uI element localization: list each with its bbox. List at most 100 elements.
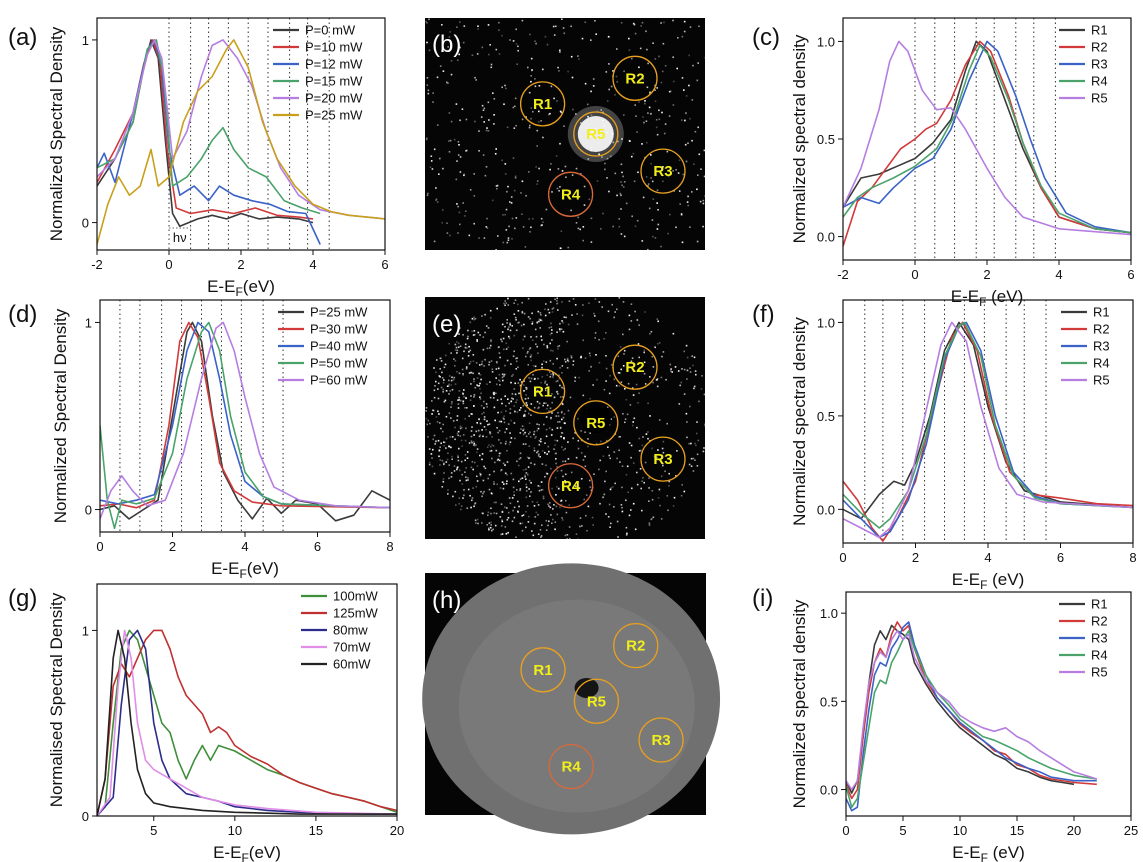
speckle-dot	[667, 232, 669, 235]
speckle-dot	[490, 63, 493, 66]
speckle-dot	[568, 300, 571, 302]
speckle-dot	[471, 413, 473, 415]
speckle-dot	[464, 459, 466, 462]
speckle-dot	[688, 54, 690, 57]
speckle-dot	[571, 174, 574, 176]
speckle-dot	[528, 412, 530, 415]
speckle-dot	[681, 241, 684, 244]
speckle-dot	[533, 430, 536, 433]
speckle-dot	[551, 401, 553, 404]
speckle-dot	[484, 174, 487, 177]
speckle-dot	[439, 357, 441, 360]
speckle-dot	[617, 536, 619, 538]
speckle-dot	[529, 317, 531, 320]
speckle-dot	[686, 201, 689, 203]
speckle-dot	[431, 413, 433, 415]
speckle-dot	[564, 447, 566, 450]
speckle-dot	[606, 100, 609, 102]
speckle-dot	[528, 488, 530, 490]
speckle-dot	[425, 20, 427, 23]
speckle-dot	[628, 37, 630, 40]
speckle-dot	[496, 307, 498, 310]
speckle-dot	[560, 111, 563, 114]
legend-entry: R3	[1093, 339, 1110, 354]
speckle-dot	[494, 419, 496, 422]
speckle-dot	[480, 116, 483, 118]
speckle-dot	[540, 120, 542, 122]
speckle-dot	[652, 42, 654, 44]
speckle-dot	[507, 531, 509, 534]
speckle-dot	[450, 73, 453, 76]
speckle-dot	[550, 373, 552, 376]
speckle-dot	[486, 227, 489, 229]
speckle-dot	[548, 371, 551, 373]
speckle-dot	[510, 419, 512, 422]
speckle-dot	[512, 355, 515, 357]
speckle-dot	[613, 378, 616, 381]
speckle-dot	[491, 368, 494, 371]
speckle-dot	[503, 373, 506, 376]
speckle-dot	[526, 352, 529, 354]
speckle-dot	[496, 483, 498, 486]
speckle-dot	[579, 525, 581, 528]
speckle-dot	[500, 442, 502, 444]
speckle-dot	[448, 393, 450, 395]
speckle-dot	[479, 398, 482, 400]
x-axis-label-main: E-E	[213, 843, 241, 862]
speckle-dot	[658, 419, 661, 421]
speckle-dot	[513, 422, 516, 424]
speckle-dot	[461, 357, 464, 360]
speckle-dot	[618, 435, 620, 438]
speckle-dot	[484, 418, 486, 421]
speckle-dot	[615, 75, 618, 78]
speckle-dot	[559, 384, 561, 387]
speckle-dot	[540, 217, 543, 220]
speckle-dot	[587, 438, 589, 440]
x-tick-label: 0	[839, 550, 846, 565]
speckle-dot	[488, 119, 490, 121]
speckle-dot	[540, 481, 543, 483]
speckle-dot	[501, 331, 504, 333]
speckle-dot	[427, 92, 430, 95]
speckle-dot	[462, 497, 464, 499]
y-tick-label: 0	[82, 216, 89, 231]
speckle-dot	[597, 320, 600, 323]
speckle-dot	[564, 361, 567, 363]
speckle-dot	[669, 213, 671, 216]
speckle-dot	[490, 360, 493, 362]
speckle-dot	[696, 79, 699, 82]
speckle-dot	[694, 370, 697, 372]
speckle-dot	[647, 402, 649, 405]
speckle-dot	[606, 157, 609, 160]
speckle-dot	[657, 209, 659, 211]
speckle-dot	[447, 46, 449, 48]
speckle-dot	[513, 302, 515, 304]
speckle-dot	[525, 496, 528, 499]
speckle-dot	[473, 442, 476, 445]
speckle-dot	[677, 370, 680, 372]
speckle-dot	[553, 504, 555, 506]
speckle-dot	[491, 371, 494, 373]
speckle-dot	[533, 433, 535, 436]
speckle-dot	[677, 172, 680, 174]
speckle-dot	[439, 376, 441, 378]
detector-disk-glow	[458, 599, 695, 813]
speckle-dot	[603, 493, 606, 496]
series-line-P-20-mW	[97, 39, 385, 220]
speckle-dot	[658, 488, 661, 491]
x-tick-label: 2	[237, 257, 244, 272]
speckle-dot	[441, 222, 443, 224]
speckle-dot	[575, 533, 578, 535]
speckle-dot	[521, 301, 523, 304]
speckle-dot	[593, 473, 595, 475]
speckle-dot	[594, 315, 596, 317]
speckle-dot	[551, 308, 554, 310]
speckle-dot	[458, 327, 461, 329]
speckle-dot	[558, 70, 560, 72]
speckle-dot	[512, 40, 515, 42]
speckle-dot	[664, 65, 667, 67]
detector-image-background	[425, 297, 705, 539]
speckle-dot	[448, 36, 451, 38]
